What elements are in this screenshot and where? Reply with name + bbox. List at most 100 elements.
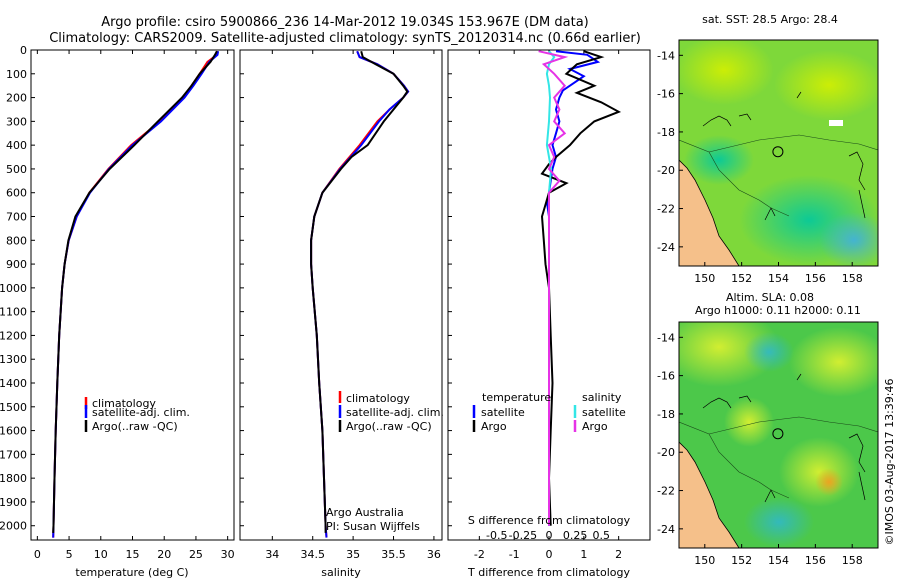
salinity-xlabel: salinity: [321, 566, 361, 579]
lon-tick-label: 152: [731, 554, 752, 567]
salinity-lines: [310, 50, 410, 538]
temperature-lines: [52, 50, 220, 538]
x-tick-label: 35.5: [381, 548, 406, 561]
temperature-panel: 0100200300400500600700800900100011001200…: [0, 44, 452, 579]
difference-panel: -2 -1 0 1 2 -0.5 -0.25 0 0.25 0.5 T difference fr…: [447, 49, 651, 579]
sla-lon-axis: 150 152 154 156 158: [694, 544, 863, 567]
sst-map-field: [679, 40, 878, 266]
series-argo: [310, 50, 409, 533]
sst-warm-blob: [679, 40, 774, 105]
legend-climatology: climatology: [92, 397, 156, 410]
series-argo: [52, 50, 218, 533]
x-tick-label: 2: [615, 548, 622, 561]
lat-tick-label: -22: [657, 485, 675, 498]
lat-tick-label: -24: [657, 523, 675, 536]
sla-map: Altim. SLA: 0.08 Argo h1000: 0.11 h2000:…: [657, 291, 879, 567]
depth-tick-label: 1200: [0, 329, 27, 342]
depth-tick-label: 100: [6, 68, 27, 81]
lat-tick-label: -16: [657, 370, 675, 383]
sla-high-blob: [789, 327, 878, 397]
lon-tick-label: 152: [731, 272, 752, 285]
lat-tick-label: -14: [657, 331, 675, 344]
salinity-frame: [239, 49, 443, 541]
sst-bathymetry: [679, 134, 878, 217]
sla-high-blob: [724, 397, 774, 447]
lon-tick-label: 156: [805, 272, 826, 285]
legend-satellite: satellite-adj. clim.: [92, 406, 190, 419]
legend-satellite: satellite-adj. clim.: [346, 406, 444, 419]
sla-bathymetry: [679, 416, 878, 499]
sst-map-title: sat. SST: 28.5 Argo: 28.4: [702, 13, 838, 26]
x-tick-label: 15: [126, 548, 140, 561]
note-argo-australia: Argo Australia: [326, 506, 404, 519]
sst-map: sat. SST: 28.5 Argo: 28.4 -14 -16 -18 -20 -2…: [657, 13, 879, 285]
difference-legend: temperature salinity satellite Argo sate…: [472, 391, 626, 433]
depth-tick-label: 1700: [0, 448, 27, 461]
depth-tick-label: 1900: [0, 496, 27, 509]
depth-tick-label: 400: [6, 139, 27, 152]
depth-tick-label: 1400: [0, 377, 27, 390]
sla-float-marker: [772, 428, 784, 440]
sla-coastline: [679, 441, 740, 548]
difference-xlabel: T difference from climatology: [467, 566, 630, 579]
x-tick-label: 0: [546, 548, 553, 561]
sst-warm-blob: [774, 50, 878, 120]
lat-tick-label: -24: [657, 241, 675, 254]
depth-tick-label: 0: [20, 44, 27, 57]
depth-tick-label: 300: [6, 115, 27, 128]
depth-tick-label: 1000: [0, 282, 27, 295]
sst-cool-blob: [684, 135, 754, 185]
lat-tick-label: -18: [657, 126, 675, 139]
series-climatology: [310, 50, 410, 538]
lat-tick-label: -16: [657, 88, 675, 101]
lon-tick-label: 156: [805, 554, 826, 567]
depth-tick-label: 1300: [0, 353, 27, 366]
legend-climatology: climatology: [346, 392, 410, 405]
x-tick-label: 36: [427, 548, 441, 561]
x-tick-label: -1: [509, 548, 520, 561]
legend-argo: Argo(..raw -QC): [92, 420, 178, 433]
depth-tick-label: 600: [6, 187, 27, 200]
sst-lat-axis: -14 -16 -18 -20 -22 -24: [657, 49, 683, 254]
x2-tick-label: 0.25: [563, 529, 588, 542]
sla-map-field: [679, 322, 878, 548]
series-s-argo: [538, 50, 569, 526]
lon-tick-label: 158: [842, 272, 863, 285]
x-tick-label: 25: [189, 548, 203, 561]
lat-tick-label: -20: [657, 446, 675, 459]
difference-x-axis: -2 -1 0 1 2 -0.5 -0.25 0 0.25 0.5: [474, 50, 622, 561]
legend-t-argo: Argo: [481, 420, 507, 433]
series-satellite: [52, 51, 220, 538]
legend-argo: Argo(..raw -QC): [346, 420, 432, 433]
series-climatology: [52, 51, 219, 538]
salinity-x-axis: 34 34.5 35 35.5 36: [265, 50, 441, 561]
x-tick-label: 34: [265, 548, 279, 561]
legend-title-salinity: salinity: [582, 391, 622, 404]
x-tick-label: 0: [34, 548, 41, 561]
sla-low-blob: [744, 332, 794, 372]
x-tick-label: 34.5: [300, 548, 325, 561]
sst-cool-blob: [819, 212, 878, 266]
lon-tick-label: 154: [768, 272, 789, 285]
depth-tick-label: 700: [6, 211, 27, 224]
sst-reef-contours: [702, 91, 866, 221]
x-tick-label: 10: [94, 548, 108, 561]
sst-lon-axis: 150 152 154 156 158: [694, 262, 863, 285]
temperature-x-axis: 0 5 10 15 20 25 30: [34, 50, 235, 561]
depth-tick-label: 1800: [0, 472, 27, 485]
title-line-2: Climatology: CARS2009. Satellite-adjuste…: [49, 31, 641, 46]
difference-x2label: S difference from climatology: [468, 514, 631, 527]
x2-tick-label: 0: [546, 529, 553, 542]
lat-tick-label: -14: [657, 49, 675, 62]
depth-tick-label: 500: [6, 163, 27, 176]
sla-lat-axis: -14 -16 -18 -20 -22 -24: [657, 331, 683, 536]
legend-s-satellite: satellite: [582, 406, 626, 419]
salinity-panel: 34 34.5 35 35.5 36 salinity climatology sate…: [239, 49, 444, 579]
lon-tick-label: 150: [694, 554, 715, 567]
depth-axis: 0 100 200 300 400 500 600 700 800 900 1000 1100 1200…: [0, 44, 452, 533]
x-tick-label: 5: [66, 548, 73, 561]
x-tick-label: 30: [221, 548, 235, 561]
sst-coastline: [679, 159, 740, 266]
x2-tick-label: -0.25: [509, 529, 537, 542]
